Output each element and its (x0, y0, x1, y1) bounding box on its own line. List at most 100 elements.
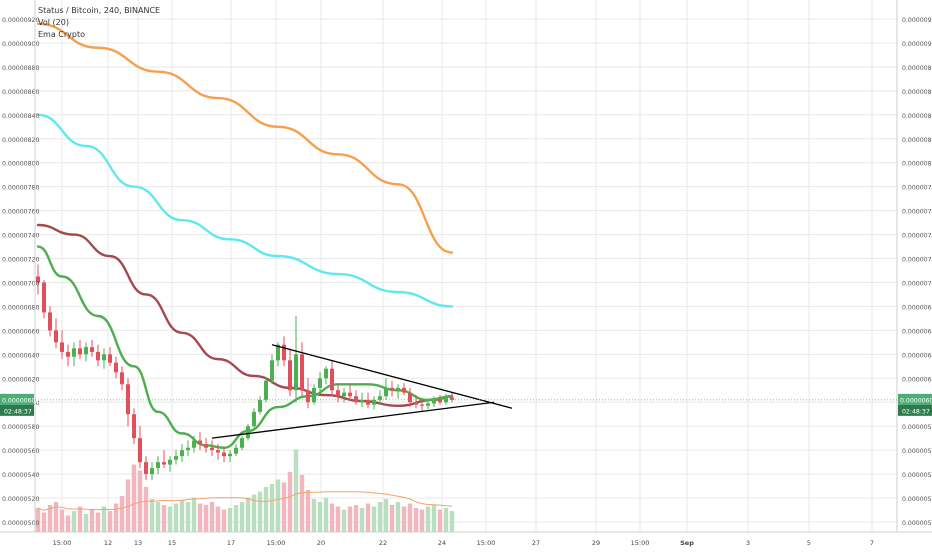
candle-body (36, 276, 40, 283)
candle (402, 383, 406, 396)
candle-body (294, 354, 298, 391)
volume-bar (437, 509, 443, 532)
candle (114, 356, 118, 379)
candle-body (366, 399, 370, 405)
volume-indicator-label[interactable]: Vol (20) (38, 18, 69, 27)
triangle-drawing[interactable] (211, 344, 513, 439)
candle-body (66, 351, 70, 357)
candle-body (90, 347, 94, 352)
volume-bar (293, 449, 299, 532)
y-tick-label-left: 0.00000700 (2, 280, 39, 287)
y-tick-label-left: 0.00000560 (2, 448, 39, 455)
candle (258, 396, 262, 415)
symbol-title[interactable]: Status / Bitcoin, 240, BINANCE (38, 6, 161, 15)
countdown-tag-right-bg (898, 404, 932, 416)
candle (300, 342, 304, 397)
candle (450, 392, 454, 403)
candle (216, 444, 220, 460)
candle-body (390, 387, 394, 391)
candle (84, 342, 88, 362)
y-tick-label-left: 0.00000860 (2, 89, 39, 96)
x-tick-label: 15:00 (477, 539, 496, 547)
volume-bar (209, 502, 215, 532)
volume-bar (359, 508, 365, 532)
candle-body (198, 440, 202, 445)
volume-bar (329, 503, 335, 532)
candle (42, 280, 46, 319)
triangle-upper-trendline[interactable] (271, 344, 513, 409)
volume-bar (449, 511, 455, 532)
candle (174, 450, 178, 465)
candle-body (210, 447, 214, 451)
candle (90, 339, 94, 357)
candle-body (384, 387, 388, 397)
chart-legend: Status / Bitcoin, 240, BINANCE Vol (20) … (38, 5, 160, 41)
candle (192, 435, 196, 453)
candle-body (372, 399, 376, 405)
volume-bar (179, 500, 185, 532)
volume-bar (281, 482, 287, 532)
y-tick-label-left: 0.00000520 (2, 496, 39, 503)
x-tick-label: 15 (168, 539, 176, 547)
candle (48, 306, 52, 337)
candle-body (144, 462, 148, 475)
x-tick-label: 17 (227, 539, 235, 547)
candle-body (408, 392, 412, 403)
y-tick-label-left: 0.00000840 (2, 113, 39, 120)
volume-bar (275, 479, 281, 532)
volume-bar (347, 506, 353, 532)
y-tick-label-right: 0.00000820 (902, 137, 932, 144)
y-tick-label-right: 0.00000800 (902, 161, 932, 168)
candle (186, 440, 190, 457)
ema-green-line (36, 245, 454, 449)
volume-bar (263, 487, 269, 532)
last-price-tag-right-bg (898, 393, 932, 405)
volume-bar (131, 464, 137, 532)
candle (312, 384, 316, 405)
candle-body (288, 360, 292, 391)
volume-bar (53, 502, 59, 532)
candle-body (276, 344, 280, 361)
candle-body (426, 403, 430, 406)
candle-body (324, 368, 328, 379)
candle-body (138, 438, 142, 463)
ema-indicator-label[interactable]: Ema Crypto (38, 30, 86, 39)
candle-body (126, 384, 130, 415)
triangle-lower-trendline[interactable] (211, 401, 495, 439)
candle (222, 447, 226, 463)
candle (378, 390, 382, 405)
candle-body (336, 390, 340, 397)
candle-body (282, 344, 286, 361)
candlesticks (36, 264, 454, 481)
candle-body (150, 468, 154, 475)
volume-bar (197, 503, 203, 532)
x-tick-label: 5 (807, 539, 811, 547)
y-tick-label-right: 0.00000540 (902, 472, 932, 479)
volume-bar (401, 506, 407, 532)
candle-body (174, 456, 178, 460)
y-tick-label-right: 0.00000760 (902, 209, 932, 216)
volume-bars (35, 449, 455, 532)
candle-body (330, 368, 334, 391)
x-tick-label: 20 (317, 539, 325, 547)
candle (54, 318, 58, 349)
candle-body (108, 354, 112, 363)
ema-cyan-line (36, 113, 454, 308)
x-tick-label: 15:00 (267, 539, 286, 547)
y-tick-label-left: 0.00000680 (2, 304, 39, 311)
y-tick-label-right: 0.00000620 (902, 376, 932, 383)
volume-bar (143, 487, 149, 532)
volume-bar (251, 494, 257, 532)
volume-bar (47, 505, 53, 532)
candle-body (120, 372, 124, 385)
candle (396, 384, 400, 399)
candle (294, 316, 298, 403)
candle-body (420, 404, 424, 406)
candle (96, 344, 100, 367)
candle-body (96, 351, 100, 361)
volume-bar (317, 502, 323, 532)
x-tick-label: 7 (870, 539, 874, 547)
candle (36, 264, 40, 295)
candle (348, 384, 352, 400)
